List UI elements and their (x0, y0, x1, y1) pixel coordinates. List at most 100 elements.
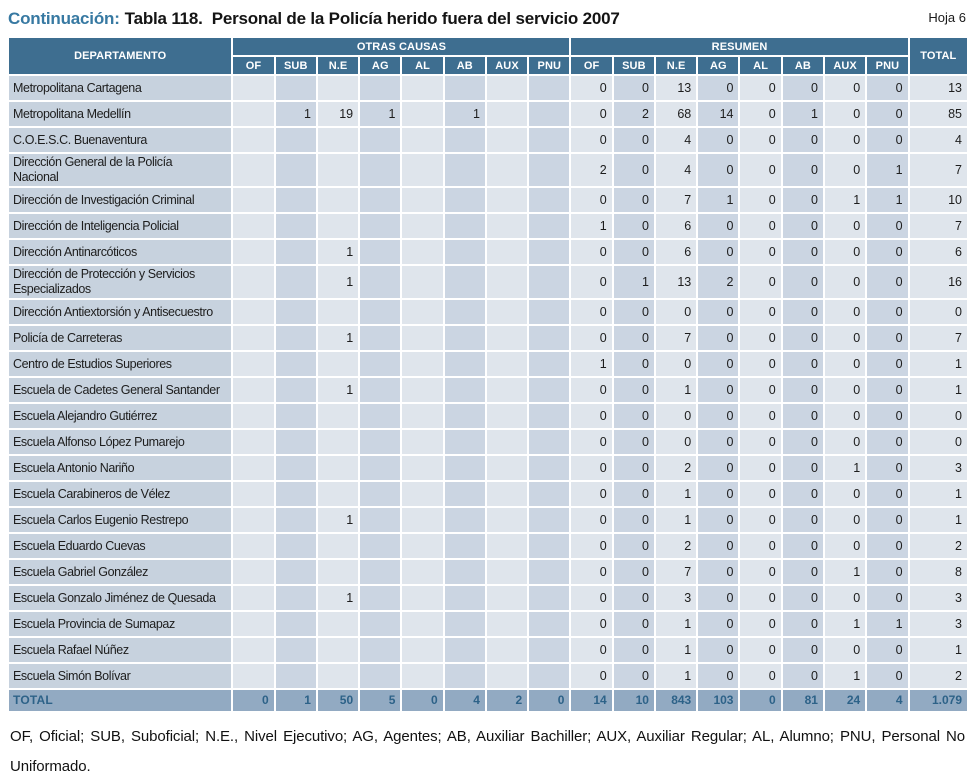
row-total-cell: 1 (909, 482, 967, 506)
value-cell: 0 (571, 508, 612, 532)
value-cell (444, 300, 485, 324)
value-cell: 0 (782, 128, 823, 152)
value-cell: 0 (571, 404, 612, 428)
value-cell: 3 (655, 586, 697, 610)
value-cell: 0 (698, 482, 739, 506)
value-cell: 1 (275, 102, 316, 126)
value-cell: 0 (613, 154, 654, 186)
value-cell (402, 128, 443, 152)
column-header-al: AL (402, 57, 443, 74)
value-cell: 0 (824, 76, 866, 100)
value-cell (486, 154, 528, 186)
value-cell (444, 154, 485, 186)
value-cell (360, 154, 401, 186)
value-cell: 1 (824, 188, 866, 212)
value-cell: 5 (360, 690, 401, 711)
value-cell: 0 (613, 214, 654, 238)
value-cell: 0 (740, 404, 781, 428)
value-cell: 0 (782, 612, 823, 636)
value-cell: 0 (782, 300, 823, 324)
row-total-cell: 13 (909, 76, 967, 100)
footnote: OF, Oficial; SUB, Suboficial; N.E., Nive… (10, 728, 965, 775)
value-cell: 6 (655, 214, 697, 238)
value-cell: 0 (867, 482, 908, 506)
value-cell (275, 214, 316, 238)
value-cell: 0 (740, 76, 781, 100)
total-label-cell: TOTAL (9, 690, 232, 711)
value-cell: 0 (824, 534, 866, 558)
value-cell (317, 404, 359, 428)
value-cell (402, 456, 443, 480)
department-cell: Metropolitana Cartagena (9, 76, 232, 100)
value-cell: 0 (824, 482, 866, 506)
value-cell: 0 (655, 300, 697, 324)
value-cell (529, 326, 570, 350)
value-cell: 0 (867, 560, 908, 584)
value-cell: 0 (698, 76, 739, 100)
value-cell: 1 (655, 612, 697, 636)
value-cell: 0 (782, 456, 823, 480)
value-cell: 0 (824, 586, 866, 610)
value-cell (317, 154, 359, 186)
row-total-cell: 1.079 (909, 690, 967, 711)
value-cell (317, 430, 359, 454)
department-column-header: DEPARTAMENTO (9, 38, 232, 74)
value-cell: 2 (571, 154, 612, 186)
value-cell: 0 (613, 430, 654, 454)
value-cell (486, 102, 528, 126)
value-cell: 0 (613, 482, 654, 506)
value-cell (486, 128, 528, 152)
table-row: Dirección de Investigación Criminal 0 0 7 1 0… (9, 188, 967, 212)
value-cell (529, 76, 570, 100)
value-cell (275, 326, 316, 350)
value-cell (444, 266, 485, 298)
value-cell: 1 (360, 102, 401, 126)
value-cell (233, 560, 274, 584)
value-cell (486, 560, 528, 584)
value-cell (486, 612, 528, 636)
value-cell (529, 266, 570, 298)
table-row: Dirección General de la Policía Nacional… (9, 154, 967, 186)
value-cell: 1 (613, 266, 654, 298)
column-header-pnu: PNU (529, 57, 570, 74)
value-cell: 0 (740, 430, 781, 454)
value-cell (402, 76, 443, 100)
department-cell: Centro de Estudios Superiores (9, 352, 232, 376)
department-cell: Escuela Provincia de Sumapaz (9, 612, 232, 636)
value-cell (360, 326, 401, 350)
value-cell (233, 154, 274, 186)
value-cell: 0 (613, 560, 654, 584)
value-cell: 4 (444, 690, 485, 711)
page-header: Continuación: Tabla 118. Personal de la Po… (0, 0, 977, 29)
value-cell (233, 378, 274, 402)
row-total-cell: 85 (909, 102, 967, 126)
value-cell: 0 (782, 482, 823, 506)
row-total-cell: 1 (909, 378, 967, 402)
value-cell: 0 (613, 240, 654, 264)
value-cell: 0 (740, 482, 781, 506)
value-cell: 0 (698, 154, 739, 186)
value-cell (402, 326, 443, 350)
value-cell (275, 76, 316, 100)
department-cell: Escuela Eduardo Cuevas (9, 534, 232, 558)
value-cell: 0 (867, 128, 908, 152)
department-cell: Escuela Simón Bolívar (9, 664, 232, 688)
department-cell: Escuela Carlos Eugenio Restrepo (9, 508, 232, 532)
value-cell: 0 (655, 352, 697, 376)
value-cell: 0 (867, 300, 908, 324)
value-cell: 0 (698, 664, 739, 688)
value-cell: 2 (698, 266, 739, 298)
group-header-otras-causas: OTRAS CAUSAS (233, 38, 570, 55)
value-cell: 0 (867, 534, 908, 558)
value-cell: 0 (613, 378, 654, 402)
value-cell: 4 (655, 154, 697, 186)
row-total-cell: 3 (909, 586, 967, 610)
value-cell: 1 (317, 266, 359, 298)
value-cell: 0 (867, 352, 908, 376)
table-row: Dirección de Protección y Servicios Espe… (9, 266, 967, 298)
value-cell: 0 (571, 430, 612, 454)
column-header-sub: SUB (275, 57, 316, 74)
value-cell: 0 (782, 378, 823, 402)
value-cell: 0 (698, 378, 739, 402)
value-cell (486, 482, 528, 506)
